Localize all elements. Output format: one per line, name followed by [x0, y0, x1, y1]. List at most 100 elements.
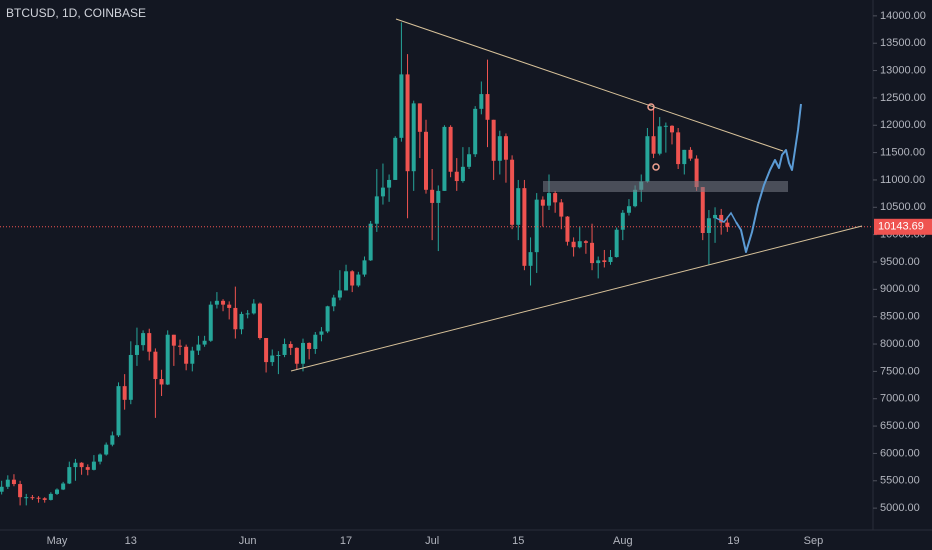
candle-body [442, 126, 447, 191]
candle-body [503, 136, 508, 160]
candle-body [387, 179, 392, 188]
candle-body [184, 346, 189, 364]
candle-body [159, 379, 164, 385]
candle-body [288, 344, 293, 348]
candle-body [356, 274, 361, 286]
candle-body [294, 347, 299, 364]
candle-body [110, 435, 115, 445]
candle-body [42, 498, 47, 500]
candle-body [98, 454, 103, 462]
candle-body [467, 154, 472, 167]
candle-body [11, 479, 16, 485]
candle-body [282, 344, 287, 355]
candle-body [590, 242, 595, 264]
candle-body [313, 334, 318, 349]
candle-body [553, 193, 558, 203]
candle-body [626, 206, 631, 213]
candle-body [424, 131, 428, 190]
candle-body [190, 350, 195, 364]
candle-body [319, 331, 324, 335]
x-tick-label: 17 [340, 535, 352, 547]
plot [0, 22, 873, 506]
candle-body [473, 108, 478, 155]
candle-body [307, 342, 312, 349]
candle-body [645, 136, 650, 182]
candle-body [73, 462, 78, 468]
candle-body [460, 166, 465, 182]
candle-body [614, 229, 619, 258]
candle-body [264, 338, 269, 363]
candle-body [405, 74, 410, 172]
candle-body [571, 241, 576, 248]
candle-body [516, 188, 521, 225]
candle-body [565, 216, 570, 242]
candle-body [239, 313, 244, 330]
candle-body [399, 74, 404, 138]
y-tick-label: 10500.00 [880, 201, 926, 213]
y-tick-label: 5000.00 [880, 502, 920, 514]
candle-body [171, 334, 176, 346]
candle-body [214, 300, 219, 305]
y-tick-label: 7000.00 [880, 393, 920, 405]
candle-body [202, 340, 207, 345]
candle-body [128, 354, 133, 400]
candle-body [104, 444, 109, 455]
candle-body [337, 290, 342, 298]
candle-body [0, 486, 4, 492]
candle-body [350, 271, 355, 286]
x-tick-label: May [47, 535, 68, 547]
x-tick-label: Jul [425, 535, 439, 547]
candle-body [153, 351, 158, 380]
candle-body [633, 189, 638, 207]
candle-body [522, 188, 527, 266]
candle-body [528, 252, 533, 266]
candle-body [368, 223, 373, 261]
candle-body [134, 345, 139, 355]
candle-body [221, 300, 226, 305]
candle-body [30, 497, 35, 499]
candle-body [116, 386, 121, 436]
candle-body [663, 125, 668, 127]
candle-body [534, 199, 539, 253]
candle-body [91, 461, 96, 470]
y-tick-label: 13500.00 [880, 37, 926, 49]
candle-body [540, 199, 545, 206]
candle-body [48, 493, 53, 500]
candle-body [430, 189, 435, 203]
candle-body [620, 212, 625, 230]
candle-body [608, 257, 613, 262]
candle-body [141, 333, 146, 346]
y-tick-label: 14000.00 [880, 10, 926, 22]
candle-body [208, 304, 213, 341]
y-tick-label: 9500.00 [880, 256, 920, 268]
drawn-path [735, 103, 802, 253]
candle-body [547, 193, 551, 206]
candle-body [270, 355, 275, 363]
candle-body [5, 479, 10, 487]
chart-title: BTCUSD, 1D, COINBASE [6, 6, 146, 20]
zone-box [543, 181, 788, 192]
candle-body [85, 467, 90, 470]
last-price-label: 10143.69 [878, 221, 924, 233]
candle-body [325, 306, 330, 332]
candle-body [227, 304, 232, 308]
candle-body [36, 497, 41, 499]
candle-body [670, 125, 674, 133]
candle-body [436, 190, 441, 203]
candle-body [79, 462, 84, 468]
candle-body [165, 334, 170, 385]
last-price-box [874, 218, 932, 235]
candle-body [276, 354, 281, 356]
candle-body [577, 241, 582, 248]
y-tick-label: 11500.00 [880, 147, 925, 159]
y-tick-label: 6000.00 [880, 447, 920, 459]
candle-body [178, 345, 182, 347]
candle-body [706, 218, 711, 234]
y-tick-label: 8500.00 [880, 311, 920, 323]
y-tick-label: 12000.00 [880, 119, 926, 131]
candle-body [417, 103, 422, 132]
candle-body [651, 136, 656, 154]
